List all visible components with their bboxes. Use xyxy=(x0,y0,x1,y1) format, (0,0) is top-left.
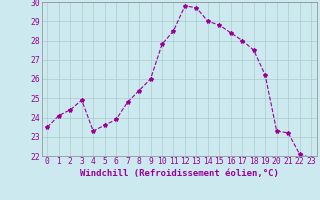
X-axis label: Windchill (Refroidissement éolien,°C): Windchill (Refroidissement éolien,°C) xyxy=(80,169,279,178)
